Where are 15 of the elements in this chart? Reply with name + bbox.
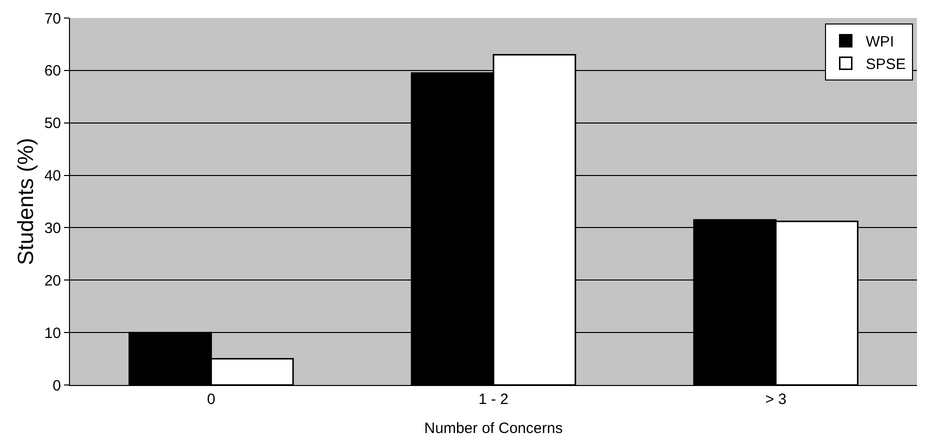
x-axis-title: Number of Concerns [424,420,563,437]
x-tick-label: > 3 [765,391,786,408]
y-tick-label: 10 [44,324,61,342]
y-tick-label: 70 [44,10,61,28]
y-tick-label: 50 [44,115,61,132]
x-tick-label: 0 [207,391,216,408]
y-tick-label: 40 [44,168,61,185]
y-tick-label: 30 [44,220,61,237]
y-axis-title: Students (%) [13,138,38,266]
y-tick-label: 20 [44,272,61,290]
y-tick-label: 0 [52,377,61,394]
y-tick-label: 60 [44,62,61,80]
x-tick-label: 1 - 2 [478,391,509,408]
legend-label: WPI [866,34,894,51]
legend-label: SPSE [866,56,906,74]
